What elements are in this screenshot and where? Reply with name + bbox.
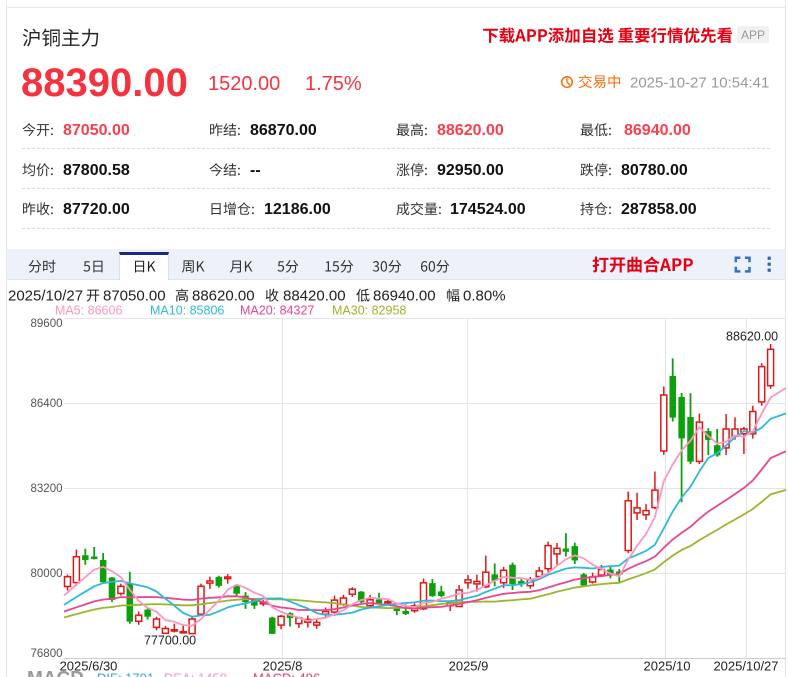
svg-text:88620.00: 88620.00 xyxy=(192,288,255,305)
svg-text:86870.00: 86870.00 xyxy=(250,122,317,139)
svg-text:89600: 89600 xyxy=(31,318,63,330)
svg-text:80780.00: 80780.00 xyxy=(621,162,688,179)
svg-text:87050.00: 87050.00 xyxy=(63,122,130,139)
svg-text:88420.00: 88420.00 xyxy=(283,288,346,305)
svg-text:2025/10/27: 2025/10/27 xyxy=(713,659,778,674)
svg-text:1520.00: 1520.00 xyxy=(208,73,280,95)
svg-text:80000: 80000 xyxy=(31,568,63,580)
svg-text:287858.00: 287858.00 xyxy=(621,201,697,218)
svg-text:86400: 86400 xyxy=(31,398,63,410)
svg-text:2025/6/30: 2025/6/30 xyxy=(60,659,118,674)
svg-text:88620.00: 88620.00 xyxy=(437,122,504,139)
svg-text:87050.00: 87050.00 xyxy=(103,288,166,305)
svg-text:92950.00: 92950.00 xyxy=(437,162,504,179)
svg-text:MACD: MACD xyxy=(27,669,84,677)
svg-text:MACD: 496: MACD: 496 xyxy=(253,671,320,677)
svg-text:MA5: 86606: MA5: 86606 xyxy=(55,304,122,318)
svg-text:174524.00: 174524.00 xyxy=(450,201,526,218)
svg-text:MA10: 85806: MA10: 85806 xyxy=(150,304,224,318)
svg-text:2025/10/27: 2025/10/27 xyxy=(8,288,83,305)
svg-text:88390.00: 88390.00 xyxy=(21,61,188,105)
svg-text:2025/9: 2025/9 xyxy=(449,659,489,674)
svg-text:76800: 76800 xyxy=(31,648,63,660)
svg-text:83200: 83200 xyxy=(31,483,63,495)
svg-text:MA30: 82958: MA30: 82958 xyxy=(332,304,406,318)
svg-text:2025/10: 2025/10 xyxy=(644,659,691,674)
svg-text:87720.00: 87720.00 xyxy=(63,201,130,218)
svg-text:APP: APP xyxy=(741,28,765,42)
svg-text:87800.58: 87800.58 xyxy=(63,162,130,179)
svg-text:--: -- xyxy=(250,162,261,179)
svg-text:2025/8: 2025/8 xyxy=(263,659,303,674)
svg-text:MA20: 84327: MA20: 84327 xyxy=(240,304,314,318)
svg-text:77700.00: 77700.00 xyxy=(144,634,196,648)
svg-text:DIF: 1701: DIF: 1701 xyxy=(97,671,154,677)
svg-text:88620.00: 88620.00 xyxy=(726,330,778,344)
svg-text:2025-10-27 10:54:41: 2025-10-27 10:54:41 xyxy=(630,75,769,92)
svg-text:86940.00: 86940.00 xyxy=(624,122,691,139)
svg-text:0.80%: 0.80% xyxy=(463,288,506,305)
svg-text:12186.00: 12186.00 xyxy=(264,201,331,218)
svg-text:86940.00: 86940.00 xyxy=(373,288,436,305)
svg-text:DEA: 1450: DEA: 1450 xyxy=(164,671,227,677)
svg-text:1.75%: 1.75% xyxy=(305,73,362,95)
